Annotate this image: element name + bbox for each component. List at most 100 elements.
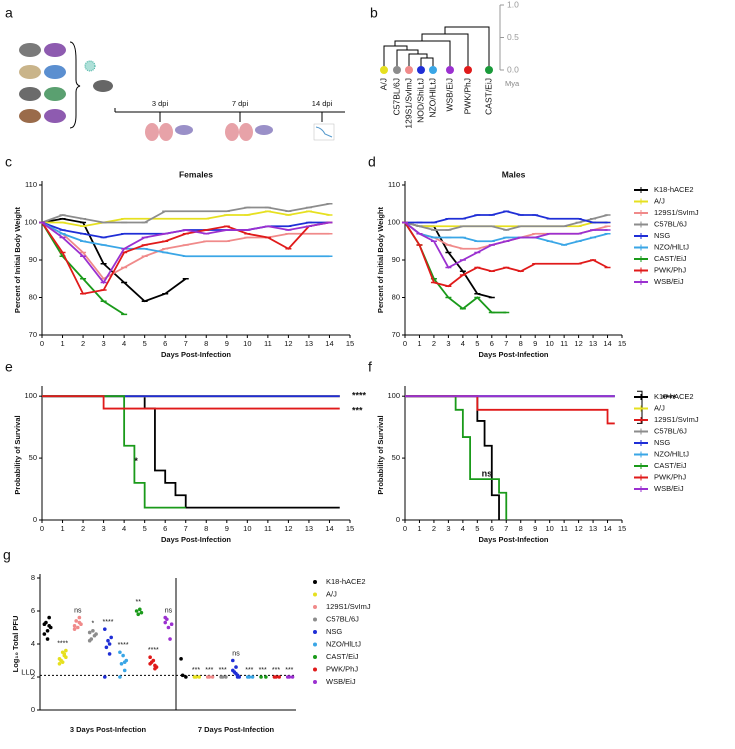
x-tick-label: 3 xyxy=(446,339,450,348)
legend-label: NZO/HlLtJ xyxy=(654,449,689,458)
data-point xyxy=(180,673,185,678)
data-point xyxy=(62,652,67,656)
x-tick-label: 10 xyxy=(243,339,251,348)
y-tick-label: 100 xyxy=(24,217,37,226)
data-point xyxy=(134,609,139,613)
legend-label: NSG xyxy=(654,231,670,240)
legend-label: CAST/EiJ xyxy=(326,652,359,661)
x-axis-label: Days Post-Infection xyxy=(161,350,231,359)
x-tick-label: 14 xyxy=(325,339,333,348)
x-tick-label: 14 xyxy=(325,524,333,533)
x-tick-label: 3 xyxy=(102,524,106,533)
x-tick-label: 12 xyxy=(284,524,292,533)
x-tick-label: 8 xyxy=(204,339,208,348)
reference-label: LLD xyxy=(21,667,35,676)
legend-label: CAST/EiJ xyxy=(654,254,687,263)
timepoint: 7 dpi xyxy=(232,99,249,108)
data-point xyxy=(45,629,50,633)
data-point xyxy=(118,675,122,679)
data-point xyxy=(92,633,97,638)
phylogeny xyxy=(383,26,490,70)
data-point xyxy=(107,652,112,656)
x-tick-label: 0 xyxy=(40,524,44,533)
axis-label: Mya xyxy=(505,79,520,88)
y-tick-label: 100 xyxy=(24,391,37,400)
tick-label: 0.0 xyxy=(507,64,519,74)
data-point xyxy=(163,615,168,620)
strain-label: PWK/PhJ xyxy=(462,78,472,114)
significance: **** xyxy=(103,619,114,626)
x-tick-label: 5 xyxy=(475,524,479,533)
data-point xyxy=(75,625,80,630)
x-tick-label: 13 xyxy=(589,339,597,348)
series-line xyxy=(41,217,187,303)
significance: *** xyxy=(192,667,200,674)
x-tick-label: 9 xyxy=(533,524,537,533)
significance: **** xyxy=(148,647,159,654)
x-tick-label: 11 xyxy=(560,339,568,348)
data-point xyxy=(91,629,95,633)
survival-curve xyxy=(42,395,340,509)
x-tick-label: 8 xyxy=(519,524,523,533)
x-tick-label: 1 xyxy=(60,339,64,348)
x-tick-label: 3 xyxy=(446,524,450,533)
y-tick-label: 100 xyxy=(387,391,400,400)
data-point xyxy=(136,612,141,617)
x-axis-label: Days Post-Infection xyxy=(161,535,231,544)
panel-label: b xyxy=(370,5,378,21)
significance: ** xyxy=(135,599,141,606)
data-point xyxy=(77,620,82,625)
data-point xyxy=(148,662,152,666)
data-point xyxy=(151,658,156,663)
strain-label: C57BL/6J xyxy=(391,78,401,115)
significance: **** xyxy=(352,391,367,401)
x-tick-label: 15 xyxy=(346,339,354,348)
significance: *** xyxy=(272,667,280,674)
data-point xyxy=(197,675,201,679)
data-point xyxy=(207,675,212,679)
strain-dot xyxy=(405,66,413,74)
panel-label: g xyxy=(3,547,11,563)
x-tick-label: 7 xyxy=(184,524,188,533)
legend-marker xyxy=(313,592,317,597)
x-tick-label: 4 xyxy=(461,524,465,533)
data-point xyxy=(274,675,278,679)
legend-label: 129S1/SvImJ xyxy=(654,415,699,424)
data-point xyxy=(57,662,62,666)
data-point xyxy=(118,650,122,655)
data-point xyxy=(106,638,110,643)
x-tick-label: 7 xyxy=(504,524,508,533)
x-tick-label: 12 xyxy=(284,339,292,348)
x-tick-label: 14 xyxy=(603,339,611,348)
x-tick-label: 3 xyxy=(102,339,106,348)
panel-label: a xyxy=(5,5,13,21)
x-tick-label: 8 xyxy=(204,524,208,533)
x-tick-label: 9 xyxy=(225,339,229,348)
data-point xyxy=(87,630,92,635)
data-point xyxy=(77,615,82,620)
legend-marker xyxy=(313,617,317,622)
significance: **** xyxy=(118,642,129,649)
data-point xyxy=(210,675,215,679)
y-axis-label: Probability of Survival xyxy=(376,415,385,494)
strain-dot xyxy=(417,66,425,74)
legend-marker xyxy=(313,667,317,672)
x-tick-label: 10 xyxy=(243,524,251,533)
tick-label: 1.0 xyxy=(507,0,519,9)
data-point xyxy=(119,662,124,666)
data-point xyxy=(179,657,183,661)
data-point xyxy=(184,675,188,679)
y-axis-label: Probability of Survival xyxy=(13,415,22,494)
panel-label: c xyxy=(5,154,12,170)
y-tick-label: 0 xyxy=(31,705,35,714)
data-point xyxy=(104,645,109,650)
data-point xyxy=(235,675,240,679)
x-tick-label: 9 xyxy=(533,339,537,348)
panel-a: a 3 dpi 7 dpi 14 dpi xyxy=(5,5,345,141)
y-tick-label: 110 xyxy=(25,180,37,189)
significance: **** xyxy=(57,640,68,647)
x-tick-label: 11 xyxy=(264,339,272,348)
legend-label: NSG xyxy=(654,438,670,447)
series-line xyxy=(405,210,608,224)
data-point xyxy=(103,675,107,679)
